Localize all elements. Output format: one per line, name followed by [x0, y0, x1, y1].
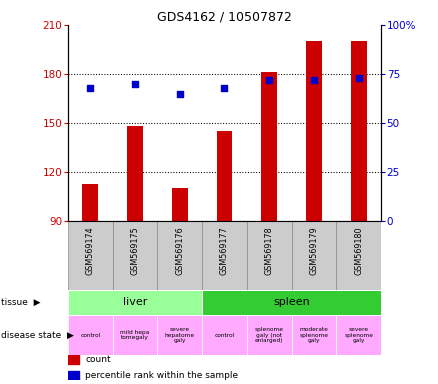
- Text: control: control: [214, 333, 235, 338]
- Bar: [172, 189, 187, 221]
- Text: GSM569178: GSM569178: [265, 226, 274, 275]
- Bar: [68, 371, 79, 381]
- Text: severe
splenome
galy: severe splenome galy: [344, 327, 373, 343]
- Bar: [68, 290, 202, 315]
- Bar: [202, 221, 247, 290]
- Text: liver: liver: [123, 297, 147, 307]
- Point: [266, 77, 273, 83]
- Bar: [247, 221, 292, 290]
- Bar: [336, 221, 381, 290]
- Point: [221, 85, 228, 91]
- Point: [311, 77, 318, 83]
- Text: GSM569177: GSM569177: [220, 226, 229, 275]
- Bar: [217, 131, 232, 221]
- Bar: [292, 221, 336, 290]
- Bar: [336, 315, 381, 355]
- Point: [176, 91, 183, 97]
- Bar: [202, 315, 247, 355]
- Text: tissue  ▶: tissue ▶: [1, 298, 40, 307]
- Bar: [157, 221, 202, 290]
- Point: [355, 75, 362, 81]
- Text: percentile rank within the sample: percentile rank within the sample: [85, 371, 238, 381]
- Text: GSM569180: GSM569180: [354, 226, 363, 275]
- Bar: [127, 126, 143, 221]
- Text: spleen: spleen: [273, 297, 310, 307]
- Text: GSM569175: GSM569175: [131, 226, 139, 275]
- Bar: [68, 221, 113, 290]
- Bar: [247, 315, 292, 355]
- Bar: [68, 354, 79, 364]
- Point: [131, 81, 138, 87]
- Text: moderate
splenome
galy: moderate splenome galy: [300, 327, 328, 343]
- Text: disease state  ▶: disease state ▶: [1, 331, 74, 339]
- Bar: [306, 41, 322, 221]
- Bar: [157, 315, 202, 355]
- Bar: [202, 290, 381, 315]
- Bar: [351, 41, 367, 221]
- Text: count: count: [85, 354, 111, 364]
- Text: GSM569179: GSM569179: [310, 226, 318, 275]
- Text: GSM569174: GSM569174: [86, 226, 95, 275]
- Text: severe
hepatome
galy: severe hepatome galy: [165, 327, 195, 343]
- Bar: [261, 73, 277, 221]
- Bar: [113, 315, 157, 355]
- Title: GDS4162 / 10507872: GDS4162 / 10507872: [157, 11, 292, 24]
- Text: control: control: [80, 333, 100, 338]
- Point: [87, 85, 94, 91]
- Text: splenome
galy (not
enlarged): splenome galy (not enlarged): [255, 327, 284, 343]
- Text: mild hepa
tomegaly: mild hepa tomegaly: [120, 330, 150, 340]
- Text: GSM569176: GSM569176: [175, 226, 184, 275]
- Bar: [113, 221, 157, 290]
- Bar: [82, 184, 98, 221]
- Bar: [292, 315, 336, 355]
- Bar: [68, 315, 113, 355]
